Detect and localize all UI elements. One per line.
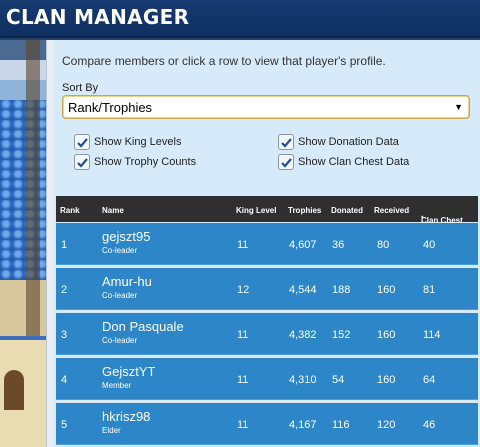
row-donated: 36 xyxy=(332,239,345,251)
table-row[interactable]: 3 Don Pasquale Co-leader 11 4,382 152 16… xyxy=(56,313,478,355)
checkmark-icon xyxy=(278,134,294,150)
table-row[interactable]: 1 gejszt95 Co-leader 11 4,607 36 80 40 xyxy=(56,223,478,265)
row-player-name: Amur-hu xyxy=(102,274,152,289)
row-rank: 3 xyxy=(61,329,68,341)
table-row[interactable]: 4 GejsztYT Member 11 4,310 54 160 64 xyxy=(56,358,478,400)
row-received: 160 xyxy=(377,284,396,296)
row-rank: 5 xyxy=(61,419,68,431)
row-player-name: hkrisz98 xyxy=(102,409,151,424)
row-trophies: 4,544 xyxy=(289,284,317,296)
castle-artwork xyxy=(0,40,46,447)
col-rank[interactable]: Rank xyxy=(60,206,80,215)
row-donated: 188 xyxy=(332,284,351,296)
table-row[interactable]: 2 Amur-hu Co-leader 12 4,544 188 160 81 xyxy=(56,268,478,310)
row-rank: 1 xyxy=(61,239,68,251)
col-clan-chest-label: Clan Chest xyxy=(421,216,463,225)
row-king-level: 12 xyxy=(237,284,250,296)
checkbox-label: Show Trophy Counts xyxy=(94,156,197,168)
col-trophies[interactable]: Trophies xyxy=(288,206,322,215)
row-king-level: 11 xyxy=(237,239,249,251)
row-king-level: 11 xyxy=(237,374,249,386)
checkbox-label: Show Donation Data xyxy=(298,136,399,148)
row-received: 120 xyxy=(377,419,396,431)
row-rank: 2 xyxy=(61,284,68,296)
row-rank: 4 xyxy=(61,374,68,386)
row-player-name: gejszt95 xyxy=(102,229,151,244)
row-donated: 152 xyxy=(332,329,351,341)
app-title: CLAN MANAGER xyxy=(6,5,190,29)
col-king-level[interactable]: King Level xyxy=(236,206,277,215)
row-donated: 54 xyxy=(332,374,345,386)
checkbox-label: Show Clan Chest Data xyxy=(298,156,410,168)
show-clan-chest-data-checkbox[interactable]: Show Clan Chest Data xyxy=(278,154,409,170)
chevron-down-icon: ▼ xyxy=(454,102,463,112)
row-role: Co-leader xyxy=(102,291,138,300)
row-clan-chest: 114 xyxy=(423,329,441,341)
clan-manager-panel: Compare members or click a row to view t… xyxy=(54,40,480,447)
row-clan-chest: 40 xyxy=(423,239,436,251)
row-trophies: 4,310 xyxy=(289,374,317,386)
row-received: 160 xyxy=(377,374,396,386)
row-clan-chest: 46 xyxy=(423,419,436,431)
table-header: Rank Name King Level Trophies Donated Re… xyxy=(56,196,478,225)
row-donated: 116 xyxy=(332,419,350,431)
row-received: 80 xyxy=(377,239,390,251)
checkmark-icon xyxy=(278,154,294,170)
col-name[interactable]: Name xyxy=(102,206,124,215)
intro-text: Compare members or click a row to view t… xyxy=(62,54,386,68)
row-trophies: 4,382 xyxy=(289,329,317,341)
checkbox-label: Show King Levels xyxy=(94,136,182,148)
show-donation-data-checkbox[interactable]: Show Donation Data xyxy=(278,134,399,150)
row-role: Member xyxy=(102,381,132,390)
footnote-marker: * xyxy=(421,216,424,222)
row-role: Elder xyxy=(102,426,121,435)
row-king-level: 11 xyxy=(237,329,249,341)
checkmark-icon xyxy=(74,134,90,150)
castle-window xyxy=(4,370,24,410)
divider xyxy=(46,40,54,447)
row-player-name: Don Pasquale xyxy=(102,319,184,334)
show-king-levels-checkbox[interactable]: Show King Levels xyxy=(74,134,181,150)
row-received: 160 xyxy=(377,329,396,341)
row-trophies: 4,167 xyxy=(289,419,317,431)
sort-selected-value: Rank/Trophies xyxy=(68,100,153,115)
show-trophy-counts-checkbox[interactable]: Show Trophy Counts xyxy=(74,154,196,170)
col-received[interactable]: Received xyxy=(374,206,410,215)
sort-select[interactable]: Rank/Trophies ▼ xyxy=(62,95,470,119)
row-player-name: GejsztYT xyxy=(102,364,156,379)
row-clan-chest: 81 xyxy=(423,284,436,296)
row-king-level: 11 xyxy=(237,419,249,431)
app-header: CLAN MANAGER xyxy=(0,0,480,38)
sort-label: Sort By xyxy=(62,82,99,94)
col-donated[interactable]: Donated xyxy=(331,206,363,215)
row-clan-chest: 64 xyxy=(423,374,436,386)
row-trophies: 4,607 xyxy=(289,239,317,251)
table-row[interactable]: 5 hkrisz98 Elder 11 4,167 116 120 46 xyxy=(56,403,478,445)
checkmark-icon xyxy=(74,154,90,170)
row-role: Co-leader xyxy=(102,246,138,255)
row-role: Co-leader xyxy=(102,336,138,345)
